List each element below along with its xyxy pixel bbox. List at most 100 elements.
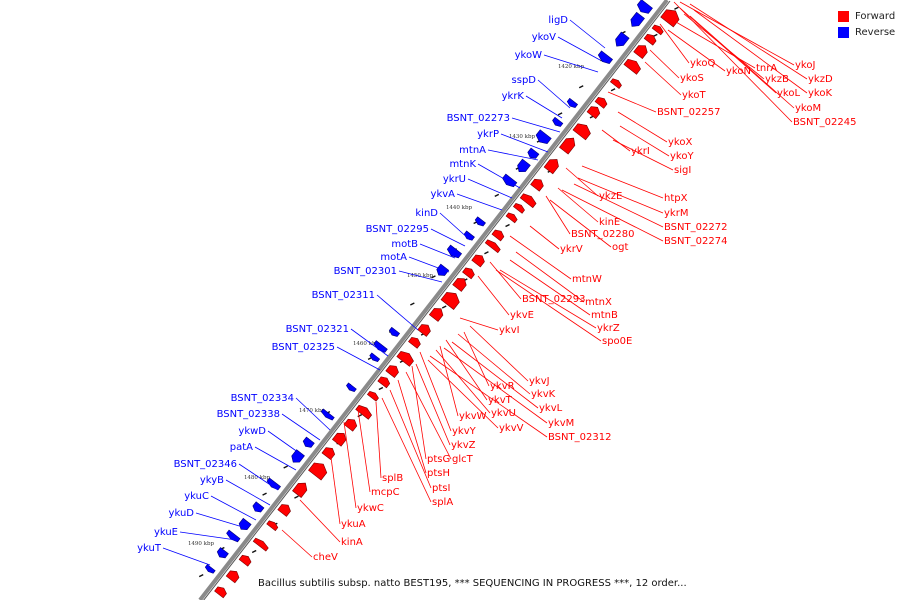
gene-label-spla[interactable]: splA: [432, 497, 453, 508]
forward-gene-block[interactable]: [238, 553, 253, 567]
gene-label-ykzd[interactable]: ykzD: [808, 74, 833, 85]
gene-label-bsnt-02301[interactable]: BSNT_02301: [334, 266, 397, 277]
gene-label-mtna[interactable]: mtnA: [459, 145, 486, 156]
gene-label-ykru[interactable]: ykrU: [443, 174, 466, 185]
gene-label-bsnt-02274[interactable]: BSNT_02274: [664, 236, 727, 247]
forward-gene-block[interactable]: [633, 42, 650, 59]
gene-label-glct[interactable]: glcT: [452, 454, 474, 465]
forward-gene-block[interactable]: [623, 57, 643, 75]
gene-label-ykvk[interactable]: ykvK: [531, 389, 556, 400]
gene-label-ykvw[interactable]: ykvW: [459, 411, 487, 422]
gene-label-ykos[interactable]: ykoS: [680, 73, 704, 84]
forward-gene-block[interactable]: [660, 6, 682, 28]
gene-label-bsnt-02280[interactable]: BSNT_02280: [571, 229, 634, 240]
gene-label-ykrv[interactable]: ykrV: [560, 244, 583, 255]
reverse-gene-block[interactable]: [216, 547, 229, 560]
gene-label-ykuc[interactable]: ykuC: [184, 491, 209, 502]
forward-gene-block[interactable]: [355, 403, 374, 420]
gene-label-mtnx[interactable]: mtnX: [585, 297, 612, 308]
forward-gene-block[interactable]: [543, 156, 561, 175]
forward-gene-block[interactable]: [214, 585, 229, 599]
gene-label-splb[interactable]: splB: [382, 473, 403, 484]
gene-label-ykze[interactable]: ykzE: [599, 191, 622, 202]
reverse-gene-block[interactable]: [534, 129, 552, 146]
forward-gene-block[interactable]: [321, 445, 337, 461]
gene-label-mtnk[interactable]: mtnK: [449, 159, 476, 170]
gene-label-ykot[interactable]: ykoT: [682, 90, 706, 101]
reverse-gene-block[interactable]: [463, 230, 475, 242]
forward-gene-block[interactable]: [572, 121, 593, 141]
gene-label-bsnt-02295[interactable]: BSNT_02295: [366, 224, 429, 235]
gene-label-ykzb[interactable]: ykzB: [765, 74, 789, 85]
reverse-gene-block[interactable]: [302, 436, 315, 449]
gene-label-spo0e[interactable]: spo0E: [602, 336, 632, 347]
gene-label-mota[interactable]: motA: [380, 252, 407, 263]
reverse-gene-block[interactable]: [474, 216, 486, 228]
gene-label-tnra[interactable]: tnrA: [756, 63, 777, 74]
gene-label-ykua[interactable]: ykuA: [341, 519, 366, 530]
reverse-gene-block[interactable]: [204, 564, 216, 575]
gene-label-mtnw[interactable]: mtnW: [572, 274, 602, 285]
gene-label-ykvv[interactable]: ykvV: [499, 423, 524, 434]
gene-label-bsnt-02346[interactable]: BSNT_02346: [174, 459, 237, 470]
gene-label-ptsi[interactable]: ptsI: [432, 483, 450, 494]
gene-label-ykvz[interactable]: ykvZ: [451, 440, 476, 451]
forward-gene-block[interactable]: [225, 568, 241, 584]
forward-gene-block[interactable]: [440, 289, 462, 310]
reverse-gene-block[interactable]: [635, 0, 653, 16]
gene-label-ykvu[interactable]: ykvU: [491, 408, 516, 419]
gene-label-bsnt-02245[interactable]: BSNT_02245: [793, 117, 856, 128]
gene-label-ykut[interactable]: ykuT: [137, 543, 162, 554]
reverse-gene-block[interactable]: [501, 173, 518, 189]
gene-label-ptsh[interactable]: ptsH: [427, 468, 450, 479]
reverse-gene-block[interactable]: [251, 501, 265, 514]
forward-gene-block[interactable]: [519, 192, 538, 209]
gene-label-ykon[interactable]: ykoN: [726, 66, 751, 77]
reverse-gene-block[interactable]: [628, 11, 645, 29]
forward-gene-block[interactable]: [452, 275, 469, 292]
gene-label-mtnb[interactable]: mtnB: [591, 310, 618, 321]
gene-label-bsnt-02293[interactable]: BSNT_02293: [522, 294, 585, 305]
forward-gene-block[interactable]: [308, 459, 329, 481]
forward-gene-block[interactable]: [513, 202, 525, 214]
gene-label-ykok[interactable]: ykoK: [808, 88, 832, 99]
forward-gene-block[interactable]: [594, 95, 609, 109]
gene-label-ykoj[interactable]: ykoJ: [795, 60, 815, 71]
forward-gene-block[interactable]: [609, 77, 622, 89]
gene-label-kina[interactable]: kinA: [341, 537, 363, 548]
gene-label-ykue[interactable]: ykuE: [154, 527, 178, 538]
gene-label-ykvl[interactable]: ykvL: [539, 403, 563, 414]
gene-label-ykud[interactable]: ykuD: [169, 508, 195, 519]
gene-label-sspd[interactable]: sspD: [512, 75, 537, 86]
gene-label-ykoy[interactable]: ykoY: [670, 151, 694, 162]
forward-gene-block[interactable]: [471, 252, 487, 268]
gene-label-chev[interactable]: cheV: [313, 552, 338, 563]
gene-label-ykov[interactable]: ykoV: [532, 32, 556, 43]
forward-gene-block[interactable]: [385, 363, 401, 378]
reverse-gene-block[interactable]: [566, 97, 579, 109]
gene-label-ykyb[interactable]: ykyB: [200, 475, 224, 486]
gene-label-ykvm[interactable]: ykvM: [548, 418, 574, 429]
gene-label-ykva[interactable]: ykvA: [431, 189, 456, 200]
gene-label-ykvj[interactable]: ykvJ: [529, 376, 550, 387]
gene-label-ogt[interactable]: ogt: [612, 242, 628, 253]
reverse-gene-block[interactable]: [266, 477, 281, 491]
gene-label-ptsg[interactable]: ptsG: [427, 454, 450, 465]
forward-gene-block[interactable]: [559, 135, 578, 155]
gene-label-ykrm[interactable]: ykrM: [664, 208, 688, 219]
reverse-gene-block[interactable]: [388, 326, 401, 338]
gene-label-ykvt[interactable]: ykvT: [488, 395, 513, 406]
gene-label-bsnt-02334[interactable]: BSNT_02334: [231, 393, 294, 404]
gene-label-ykve[interactable]: ykvE: [510, 310, 534, 321]
gene-label-bsnt-02321[interactable]: BSNT_02321: [286, 324, 349, 335]
gene-label-sigi[interactable]: sigI: [674, 165, 691, 176]
reverse-gene-block[interactable]: [369, 352, 381, 363]
gene-label-ykrp[interactable]: ykrP: [477, 129, 499, 140]
forward-gene-block[interactable]: [651, 23, 664, 36]
gene-label-bsnt-02257[interactable]: BSNT_02257: [657, 107, 720, 118]
gene-label-htpx[interactable]: htpX: [664, 193, 688, 204]
gene-label-bsnt-02325[interactable]: BSNT_02325: [272, 342, 335, 353]
gene-label-ykoq[interactable]: ykoQ: [690, 58, 715, 69]
forward-gene-block[interactable]: [331, 430, 348, 447]
gene-label-bsnt-02272[interactable]: BSNT_02272: [664, 222, 727, 233]
